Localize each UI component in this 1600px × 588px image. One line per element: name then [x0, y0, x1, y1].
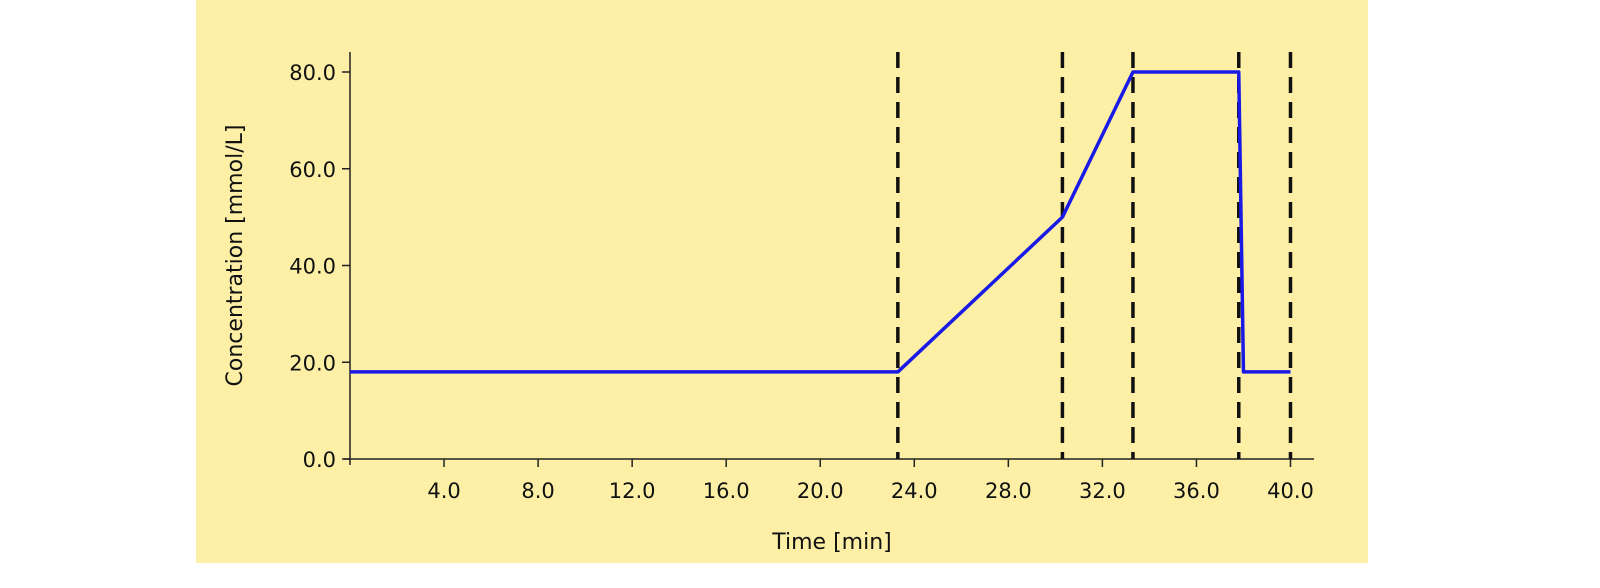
x-tick-label: 32.0 — [1079, 479, 1126, 503]
y-tick-label: 0.0 — [303, 448, 336, 472]
y-tick-label: 80.0 — [289, 61, 336, 85]
chart-panel: 0.0 20.0 40.0 60.0 80.0 4.0 8.0 12.0 16.0 20.0 24… — [196, 0, 1368, 563]
x-tick-label: 36.0 — [1173, 479, 1220, 503]
x-tick-label: 40.0 — [1267, 479, 1314, 503]
series-layer — [350, 70, 1291, 374]
x-tick-label: 20.0 — [797, 479, 844, 503]
x-tick-label: 28.0 — [985, 479, 1032, 503]
y-axis: 0.0 20.0 40.0 60.0 80.0 — [289, 52, 351, 472]
x-tick-label: 12.0 — [609, 479, 656, 503]
concentration-line — [350, 70, 1291, 374]
x-tick-label: 16.0 — [703, 479, 750, 503]
x-tick-label: 4.0 — [427, 479, 460, 503]
y-axis-title: Concentration [mmol/L] — [223, 125, 248, 387]
line-chart: 0.0 20.0 40.0 60.0 80.0 4.0 8.0 12.0 16.0 20.0 24… — [223, 52, 1314, 555]
y-tick-label: 60.0 — [289, 158, 336, 182]
x-axis-title: Time [min] — [771, 530, 892, 555]
y-tick-label: 40.0 — [289, 255, 336, 279]
y-tick-label: 20.0 — [289, 351, 336, 375]
x-tick-label: 24.0 — [891, 479, 938, 503]
x-axis: 4.0 8.0 12.0 16.0 20.0 24.0 28.0 32.0 36.0 40.0 — [344, 458, 1314, 503]
vertical-markers — [896, 52, 1293, 459]
x-tick-label: 8.0 — [521, 479, 554, 503]
